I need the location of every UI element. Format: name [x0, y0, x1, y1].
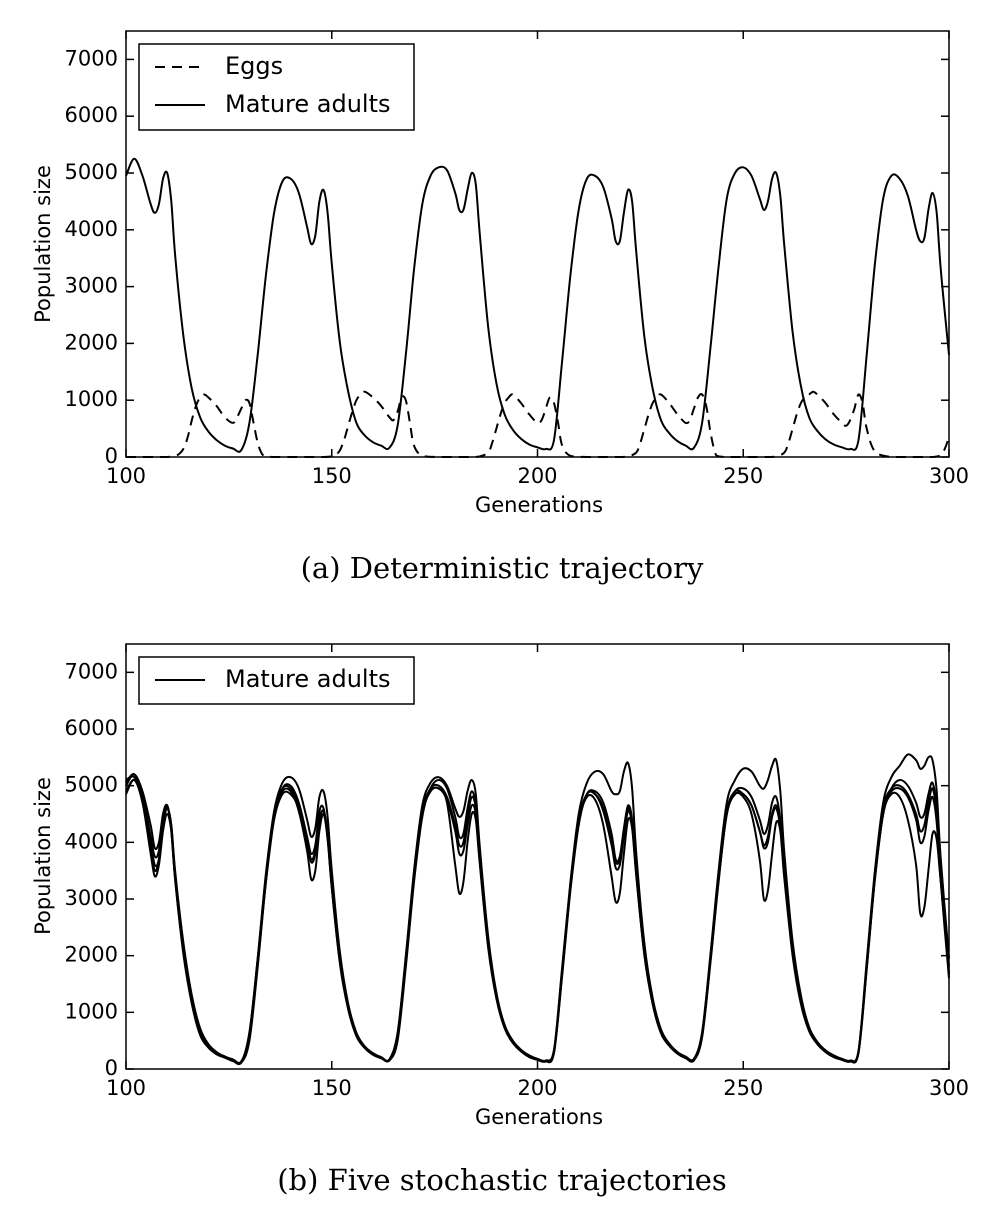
b-ytick-label: 4000	[65, 829, 118, 853]
panel-b-x-tick-labels: 100 150 200 250 300	[106, 1076, 969, 1100]
panel-b-series-line-mature-adults-run-3	[125, 779, 950, 1065]
b-x-axis-label: Generations	[475, 1105, 603, 1129]
a-ytick-label: 1000	[65, 387, 118, 411]
panel-a-series-group	[125, 157, 950, 459]
b-xtick-label: 150	[312, 1076, 352, 1100]
panel-b-legend: Mature adults	[138, 656, 415, 705]
b-xtick-label: 300	[929, 1076, 969, 1100]
panel-b-series-line-mature-adults-run-5	[125, 778, 950, 1065]
b-xtick-label: 250	[723, 1076, 763, 1100]
a-ytick-label: 7000	[65, 46, 118, 70]
a-xtick-label: 300	[929, 464, 969, 488]
a-ytick-label: 0	[105, 444, 118, 468]
a-y-axis-label: Population size	[31, 165, 55, 323]
a-caption: (a) Deterministic trajectory	[301, 551, 704, 585]
b-ytick-label: 6000	[65, 716, 118, 740]
a-ytick-label: 4000	[65, 217, 118, 241]
a-ytick-label: 6000	[65, 103, 118, 127]
a-ytick-label: 5000	[65, 160, 118, 184]
panel-a-legend: Eggs Mature adults	[138, 43, 415, 131]
panel-b-plot-frame	[125, 643, 950, 1070]
b-ytick-label: 0	[105, 1056, 118, 1080]
a-legend-adults-label: Mature adults	[225, 90, 391, 118]
panel-b-chart: 0 1000 2000 3000 4000 5000 6000 7000 100…	[31, 643, 969, 1197]
b-ytick-label: 3000	[65, 886, 118, 910]
a-xtick-label: 100	[106, 464, 146, 488]
a-ytick-label: 3000	[65, 274, 118, 298]
panel-b-axis-ticks	[125, 644, 950, 1070]
a-x-axis-label: Generations	[475, 493, 603, 517]
a-xtick-label: 200	[517, 464, 557, 488]
b-ytick-label: 2000	[65, 943, 118, 967]
b-y-axis-label: Population size	[31, 777, 55, 935]
b-ytick-label: 1000	[65, 999, 118, 1023]
panel-a-axis-ticks	[125, 31, 950, 458]
panel-b-y-tick-labels: 0 1000 2000 3000 4000 5000 6000 7000	[65, 659, 118, 1080]
b-caption: (b) Five stochastic trajectories	[277, 1163, 727, 1197]
panel-a-y-tick-labels: 0 1000 2000 3000 4000 5000 6000 7000	[65, 46, 118, 468]
panel-b-series-line-mature-adults-run-1	[125, 773, 950, 1066]
a-legend-box	[138, 43, 415, 131]
a-ytick-label: 2000	[65, 330, 118, 354]
panel-b-series-line-mature-adults-run-4	[125, 753, 950, 1065]
a-xtick-label: 150	[312, 464, 352, 488]
a-xtick-label: 250	[723, 464, 763, 488]
panel-a-x-tick-labels: 100 150 200 250 300	[106, 464, 969, 488]
b-legend-adults-label: Mature adults	[225, 665, 391, 693]
b-ytick-label: 5000	[65, 773, 118, 797]
a-legend-eggs-label: Eggs	[225, 52, 283, 80]
panel-b-series-group	[125, 753, 950, 1066]
b-ytick-label: 7000	[65, 659, 118, 683]
panel-b-series-line-mature-adults-run-2	[125, 775, 950, 1066]
b-xtick-label: 100	[106, 1076, 146, 1100]
panel-a-series-line-eggs	[125, 390, 950, 459]
panel-a-series-line-mature-adults	[125, 157, 950, 453]
panel-a-chart: 0 1000 2000 3000 4000 5000 6000 7000 100…	[31, 30, 969, 585]
b-xtick-label: 200	[517, 1076, 557, 1100]
